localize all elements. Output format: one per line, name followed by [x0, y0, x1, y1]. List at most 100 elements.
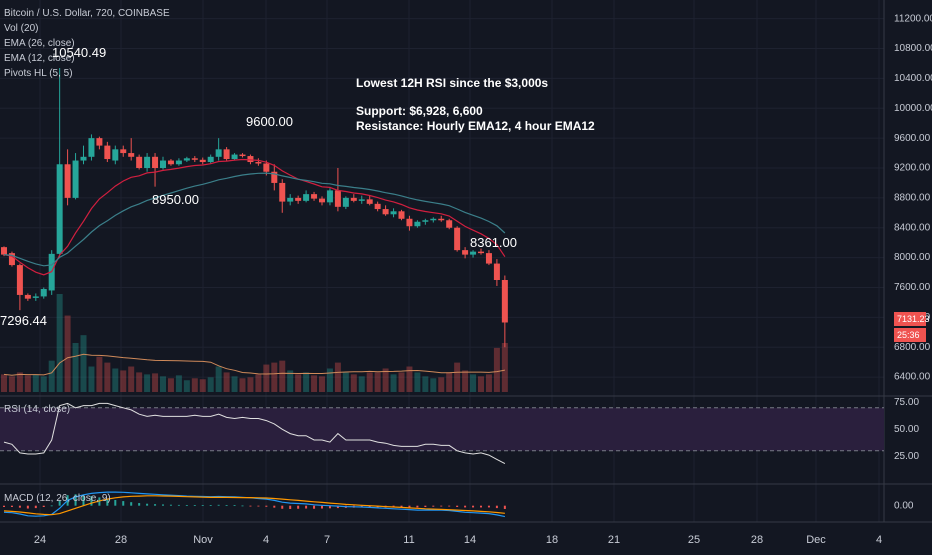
candle-body [382, 209, 389, 215]
volume-bar [223, 372, 230, 392]
candle-body [470, 251, 477, 255]
volume-bar [152, 373, 159, 392]
candle-body [191, 158, 198, 160]
chart-legend: Bitcoin / U.S. Dollar, 720, COINBASE Vol… [4, 6, 170, 81]
candle-body [207, 156, 214, 163]
volume-bar [454, 362, 461, 392]
time-axis-label: 11 [403, 534, 414, 546]
candle-body [144, 156, 151, 168]
volume-bar [414, 372, 421, 392]
macd-histogram-bar [257, 505, 260, 507]
candle-body [485, 253, 492, 264]
volume-bar [80, 335, 87, 392]
macd-histogram-bar [74, 494, 77, 506]
indicator-volume[interactable]: Vol (20) [4, 23, 39, 34]
volume-bar [382, 368, 389, 392]
volume-bar [72, 343, 79, 392]
ema26-line [3, 172, 506, 267]
volume-bar [334, 362, 341, 392]
indicator-ema26[interactable]: EMA (26, close) [4, 38, 75, 49]
candle-body [358, 199, 365, 201]
macd-histogram-bar [464, 505, 467, 508]
macd-histogram-bar [416, 505, 419, 508]
volume-bar [247, 377, 254, 392]
symbol-title[interactable]: Bitcoin / U.S. Dollar, 720, COINBASE [4, 8, 170, 19]
volume-bar [167, 378, 174, 392]
volume-bar [319, 376, 325, 392]
volume-bar [295, 374, 302, 392]
macd-histogram-bar [42, 505, 45, 507]
annotation-line-3: Resistance: Hourly EMA12, 4 hour EMA12 [356, 119, 595, 133]
volume-bar [32, 374, 39, 392]
price-axis-label: 8000.00 [894, 252, 931, 263]
candle-body [255, 162, 262, 164]
candle-body [406, 218, 413, 227]
macd-histogram-bar [273, 505, 276, 508]
pivot-low-label: 8361.00 [470, 235, 517, 250]
time-axis-label: 21 [608, 534, 620, 546]
macd-histogram-bar [456, 505, 459, 507]
candle-body [287, 197, 294, 202]
candle-body [454, 227, 461, 251]
volume-bar [136, 372, 143, 392]
volume-bar [430, 378, 437, 392]
candle-body [16, 265, 23, 295]
volume-ma-line [3, 353, 505, 376]
macd-histogram-bar [265, 505, 268, 507]
macd-histogram-bar [10, 505, 13, 507]
volume-bar [279, 360, 286, 392]
macd-histogram-bar [162, 504, 164, 506]
candle-body [446, 220, 453, 228]
price-axis-label: 10800.00 [894, 43, 932, 54]
macd-histogram-bar [313, 505, 316, 509]
candle-body [247, 156, 254, 163]
rsi-axis-label: 25.00 [894, 451, 919, 462]
time-axis-label: 24 [34, 534, 46, 546]
pivot-low-label: 8950.00 [152, 192, 199, 207]
volume-bar [88, 366, 95, 392]
time-axis-label: 28 [751, 534, 763, 546]
candle-body [152, 156, 159, 168]
candle-body [493, 263, 500, 280]
macd-histogram-bar [177, 504, 180, 506]
rsi-axis-label: 50.00 [894, 424, 919, 435]
time-axis-label: 4 [876, 534, 882, 546]
macd-histogram-bar [328, 505, 331, 509]
macd-histogram-bar [249, 505, 252, 507]
macd-histogram-bar [50, 505, 53, 507]
macd-histogram-bar [448, 505, 451, 507]
macd-histogram-bar [185, 505, 188, 506]
candle-body [311, 194, 318, 199]
price-axis-label: 6800.00 [894, 342, 931, 353]
candle-body [263, 163, 270, 172]
volume-bar [24, 375, 31, 392]
macd-histogram-bar [408, 505, 411, 508]
candle-body [215, 149, 222, 157]
indicator-pivots[interactable]: Pivots HL (5, 5) [4, 68, 73, 79]
price-axis-label: 11200.00 [894, 13, 932, 24]
indicator-ema12[interactable]: EMA (12, close) [4, 53, 75, 64]
volume-bar [48, 360, 55, 392]
candle-body [414, 221, 421, 227]
candle-body [303, 194, 310, 201]
volume-bar [96, 356, 103, 392]
volume-bar [406, 366, 413, 392]
volume-bar [446, 372, 453, 392]
time-axis-label: Nov [193, 534, 213, 546]
volume-bar [342, 372, 349, 392]
annotation-line-1: Lowest 12H RSI since the $3,000s [356, 76, 549, 90]
volume-bar [390, 374, 397, 392]
volume-bar [311, 375, 318, 392]
rsi-pane-label[interactable]: RSI (14, close) [4, 404, 71, 415]
macd-pane-label[interactable]: MACD (12, 26, close, 9) [4, 493, 111, 504]
volume-bar [422, 376, 429, 392]
macd-histogram-bar [233, 505, 236, 506]
time-axis-label: 7 [324, 534, 330, 546]
price-axis-label: 7600.00 [894, 282, 931, 293]
volume-bar [144, 374, 151, 392]
volume-bar [40, 376, 47, 392]
volume-bar [470, 374, 477, 392]
volume-bar [239, 378, 246, 392]
